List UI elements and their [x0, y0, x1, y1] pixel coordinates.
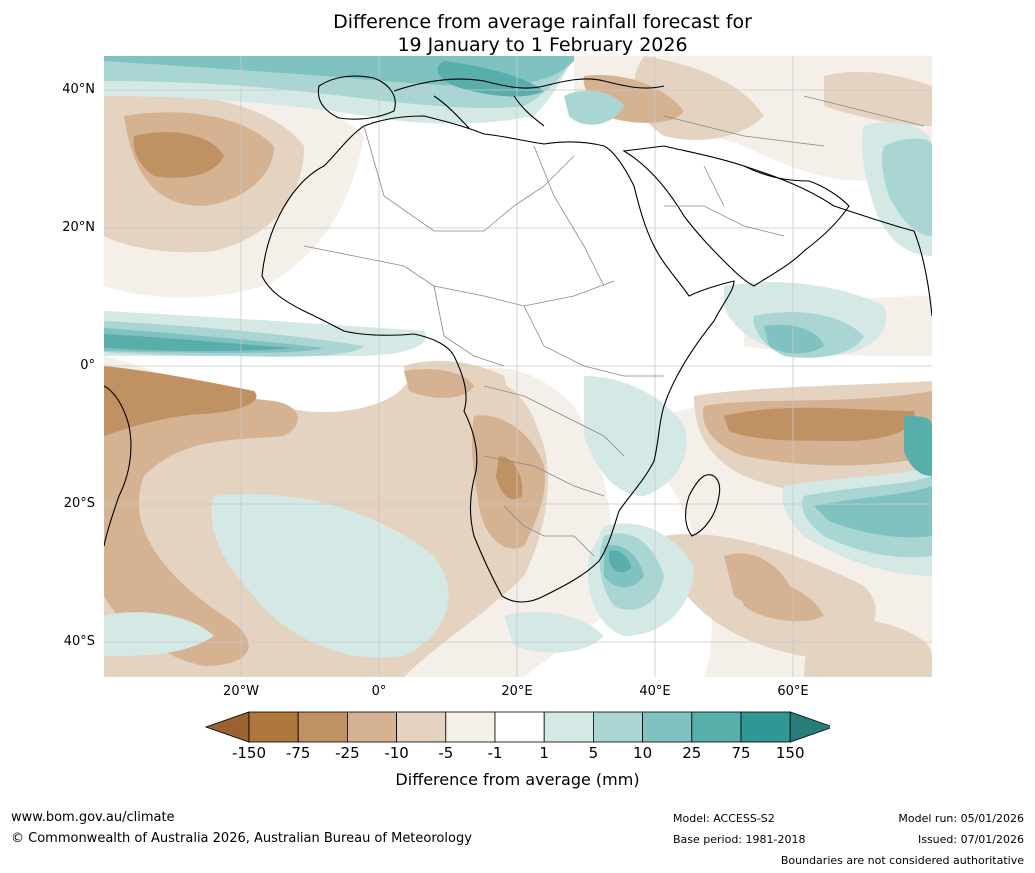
lat-label-equator: 0°	[80, 358, 95, 373]
map-title-line-1: Difference from average rainfall forecas…	[333, 11, 752, 33]
colorbar-swatch	[248, 711, 299, 743]
colorbar-extend-high	[789, 711, 830, 743]
lon-label-0: 0°	[371, 684, 387, 699]
model-run-text: Model run: 05/01/2026	[898, 812, 1024, 825]
colorbar-extend-low	[205, 711, 250, 743]
colorbar-tick-label: 150	[775, 744, 805, 762]
colorbar-tick-label: 5	[588, 744, 599, 762]
issued-text: Issued: 07/01/2026	[917, 833, 1024, 846]
rainfall-anomaly-map	[104, 56, 932, 677]
colorbar-tick-label: 10	[633, 744, 653, 762]
colorbar-swatch	[740, 711, 791, 743]
colorbar-label: Difference from average (mm)	[395, 770, 640, 789]
colorbar-tick-label: 75	[731, 744, 751, 762]
colorbar-swatch	[346, 711, 397, 743]
disclaimer-text: Boundaries are not considered authoritat…	[780, 854, 1024, 867]
colorbar-tick-label: -5	[438, 744, 454, 762]
colorbar-tick-label: -10	[384, 744, 409, 762]
colorbar-swatch	[592, 711, 643, 743]
colorbar-swatch	[297, 711, 348, 743]
colorbar-swatch	[691, 711, 742, 743]
lon-label-20e: 20°E	[501, 684, 533, 699]
base-period-text: Base period: 1981-2018	[673, 833, 806, 846]
colorbar-tick-label: -150	[231, 744, 267, 762]
colorbar-swatch	[642, 711, 693, 743]
lon-label-40e: 40°E	[639, 684, 671, 699]
colorbar-swatch	[494, 711, 545, 743]
coastline	[104, 75, 932, 603]
country-borders	[303, 95, 925, 557]
copyright-text: © Commonwealth of Australia 2026, Austra…	[11, 831, 472, 846]
colorbar-tick-label: -75	[285, 744, 311, 762]
colorbar-tick-label: 25	[682, 744, 702, 762]
lon-label-60e: 60°E	[777, 684, 809, 699]
lat-label-20s: 20°S	[63, 496, 95, 511]
lat-label-40s: 40°S	[63, 634, 95, 649]
website-link[interactable]: www.bom.gov.au/climate	[11, 810, 175, 825]
colorbar-tick-label: -25	[335, 744, 360, 762]
colorbar-swatch	[396, 711, 447, 743]
colorbar-tick-label: -1	[487, 744, 503, 762]
graticule	[104, 56, 932, 677]
model-text: Model: ACCESS-S2	[673, 812, 775, 825]
colorbar-tick-label: 1	[539, 744, 549, 762]
colorbar	[205, 711, 830, 743]
colorbar-swatch	[543, 711, 594, 743]
lon-label-20w: 20°W	[223, 684, 259, 699]
colorbar-swatch	[445, 711, 496, 743]
lat-label-20n: 20°N	[62, 220, 95, 235]
lat-label-40n: 40°N	[62, 82, 95, 97]
anomaly-dry-very-strong	[104, 132, 915, 500]
map-title-line-2: 19 January to 1 February 2026	[397, 34, 688, 56]
